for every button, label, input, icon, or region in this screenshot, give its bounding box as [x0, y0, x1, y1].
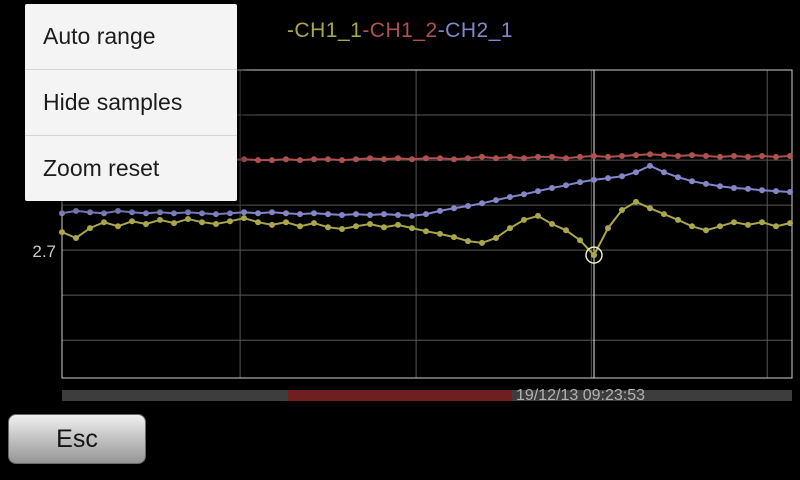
esc-button[interactable]: Esc [8, 414, 146, 464]
scrollbar-selection[interactable] [288, 390, 512, 401]
legend-ch1-1: -CH1_1 [286, 19, 363, 42]
selected-sample-marker [585, 246, 603, 264]
series-CH2_1 [59, 162, 793, 219]
context-menu: Auto range Hide samples Zoom reset [25, 4, 237, 201]
menu-item-auto-range[interactable]: Auto range [25, 4, 237, 69]
menu-item-zoom-reset[interactable]: Zoom reset [25, 135, 237, 201]
menu-item-label: Zoom reset [43, 155, 160, 181]
menu-item-label: Hide samples [43, 89, 183, 115]
legend-ch2-1: -CH2_1 [437, 19, 514, 42]
series-CH1_1 [59, 198, 793, 259]
menu-item-hide-samples[interactable]: Hide samples [25, 69, 237, 135]
scrollbar[interactable] [62, 390, 792, 401]
y-axis-tick-label: 2.7 [32, 242, 56, 261]
legend-ch1-2: -CH1_2 [362, 19, 438, 42]
menu-item-label: Auto range [43, 23, 156, 49]
chart-legend: -CH1_1-CH1_2-CH2_1 [0, 19, 800, 43]
cursor-timestamp: 19/12/13 09:23:53 [516, 387, 646, 404]
